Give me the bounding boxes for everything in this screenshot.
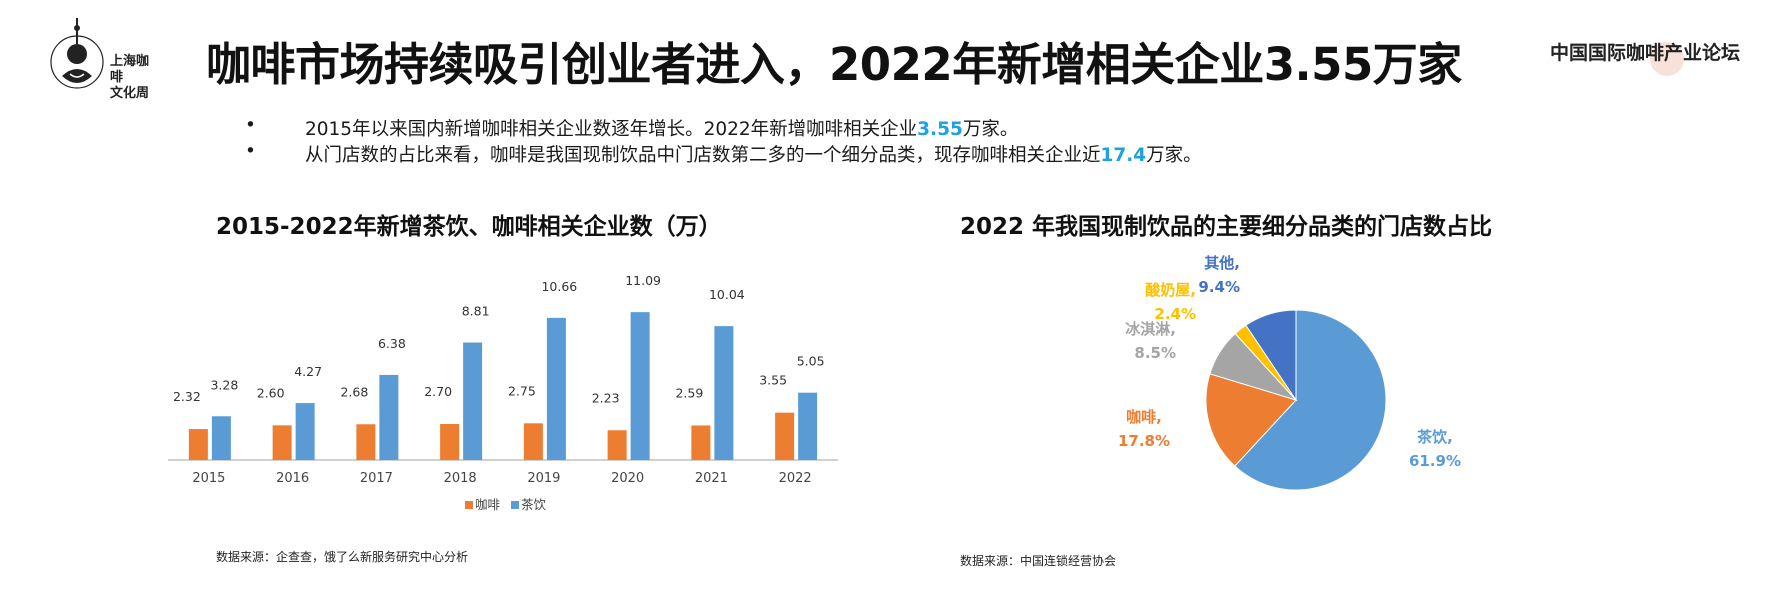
bar-value-label: 2.70: [424, 384, 452, 399]
pie-slice-1: [1205, 373, 1297, 467]
bar-value-label: 8.81: [462, 304, 490, 319]
bar-tea-2015: [211, 416, 231, 460]
legend-label: 咖啡: [475, 497, 501, 512]
pie-chart-title: 2022 年我国现制饮品的主要细分品类的门店数占比: [960, 214, 1493, 240]
bar-tea-2017: [379, 374, 399, 460]
bar-coffee-2019: [523, 423, 543, 460]
pie-category-label: 茶饮,: [1417, 428, 1453, 446]
pie-value-label: 2.4%: [1154, 305, 1196, 323]
bar-value-label: 4.27: [294, 364, 322, 379]
x-tick-label: 2018: [444, 471, 477, 486]
pie-category-label: 咖啡,: [1126, 408, 1162, 426]
bar-coffee-2016: [272, 425, 292, 460]
bar-coffee-2022: [775, 412, 795, 460]
coffee-tower-icon: [50, 18, 104, 89]
shanghai-coffee-logo: 上海咖啡 文化周: [44, 14, 154, 101]
pie-slice-0: [1234, 309, 1387, 491]
pie-category-label: 其他,: [1204, 254, 1240, 272]
x-tick-label: 2020: [611, 471, 644, 486]
x-tick-label: 2015: [192, 471, 225, 486]
bar-value-label: 2.68: [340, 384, 368, 399]
bullet-text-end: 万家。: [962, 119, 1019, 140]
bar-coffee-2021: [691, 425, 711, 460]
bar-tea-2016: [295, 403, 315, 460]
bar-value-label: 10.04: [709, 287, 745, 302]
pie-value-label: 9.4%: [1198, 278, 1240, 296]
legend-swatch: [511, 501, 519, 509]
bar-tea-2018: [463, 342, 483, 460]
bullet-dot: •: [245, 115, 256, 136]
bullet-text: 从门店数的占比来看，咖啡是我国现制饮品中门店数第二多的一个细分品类，现存咖啡相关…: [305, 145, 1101, 166]
pie-category-label: 酸奶屋,: [1145, 281, 1196, 299]
bar-value-label: 3.28: [210, 377, 238, 392]
pie-value-label: 61.9%: [1409, 452, 1461, 470]
x-tick-label: 2016: [276, 471, 309, 486]
legend-swatch: [465, 501, 473, 509]
x-tick-label: 2017: [360, 471, 393, 486]
bar-coffee-2018: [440, 424, 460, 460]
legend-label: 茶饮: [521, 497, 547, 512]
pie-slice-4: [1245, 309, 1297, 402]
page-title: 咖啡市场持续吸引创业者进入，2022年新增相关企业3.55万家: [206, 38, 1462, 91]
logo-line-2: 文化周: [110, 86, 150, 101]
bullet-dot: •: [245, 141, 256, 162]
x-tick-label: 2022: [779, 471, 812, 486]
bar-tea-2020: [630, 312, 650, 460]
pie-category-label: 冰淇淋,: [1125, 320, 1176, 338]
forum-logo-text: 中国国际咖啡产业论坛: [1550, 42, 1741, 64]
bar-coffee-2017: [356, 424, 376, 460]
bullet-highlight-value: 3.55: [917, 119, 963, 140]
bar-coffee-2020: [607, 430, 627, 460]
bar-value-label: 3.55: [759, 373, 787, 388]
bar-value-label: 6.38: [378, 336, 406, 351]
bar-coffee-2015: [188, 429, 208, 460]
pie-value-label: 8.5%: [1134, 344, 1176, 362]
bar-value-label: 5.05: [797, 354, 825, 369]
logo-line-1: 上海咖啡: [110, 54, 150, 85]
pie-chart-source: 数据来源：中国连锁经营协会: [960, 554, 1117, 568]
bar-tea-2022: [798, 392, 818, 460]
bar-value-label: 2.23: [592, 390, 620, 405]
forum-logo: 中国国际咖啡产业论坛: [1550, 38, 1741, 76]
bar-value-label: 10.66: [541, 279, 577, 294]
bar-chart-title: 2015-2022年新增茶饮、咖啡相关企业数（万）: [216, 214, 722, 240]
pie-value-label: 17.8%: [1118, 432, 1170, 450]
pie-chart: 茶饮, 61.9% 咖啡, 17.8% 冰淇淋, 8.5% 酸奶屋, 2.4% 其他, 9.4%: [1118, 254, 1461, 491]
bar-value-label: 2.32: [173, 389, 201, 404]
x-tick-label: 2019: [527, 471, 560, 486]
bullet-highlight-value: 17.4: [1100, 145, 1147, 166]
bar-chart: 2.32 3.28 2015 2.60 4.27 2016 2.68 6.38 2017 2.70…: [168, 273, 838, 512]
bar-value-label: 2.60: [257, 385, 285, 400]
bar-value-label: 2.75: [508, 383, 536, 398]
bar-chart-source: 数据来源：企查查，饿了么新服务研究中心分析: [216, 550, 469, 564]
x-tick-label: 2021: [695, 471, 728, 486]
bar-value-label: 11.09: [625, 273, 661, 288]
bar-tea-2021: [714, 326, 734, 460]
bullet-text-end: 万家。: [1146, 145, 1202, 166]
bar-tea-2019: [546, 317, 566, 460]
bar-value-label: 2.59: [675, 385, 703, 400]
bullet-text: 2015年以来国内新增咖啡相关企业数逐年增长。2022年新增咖啡相关企业: [305, 119, 918, 140]
